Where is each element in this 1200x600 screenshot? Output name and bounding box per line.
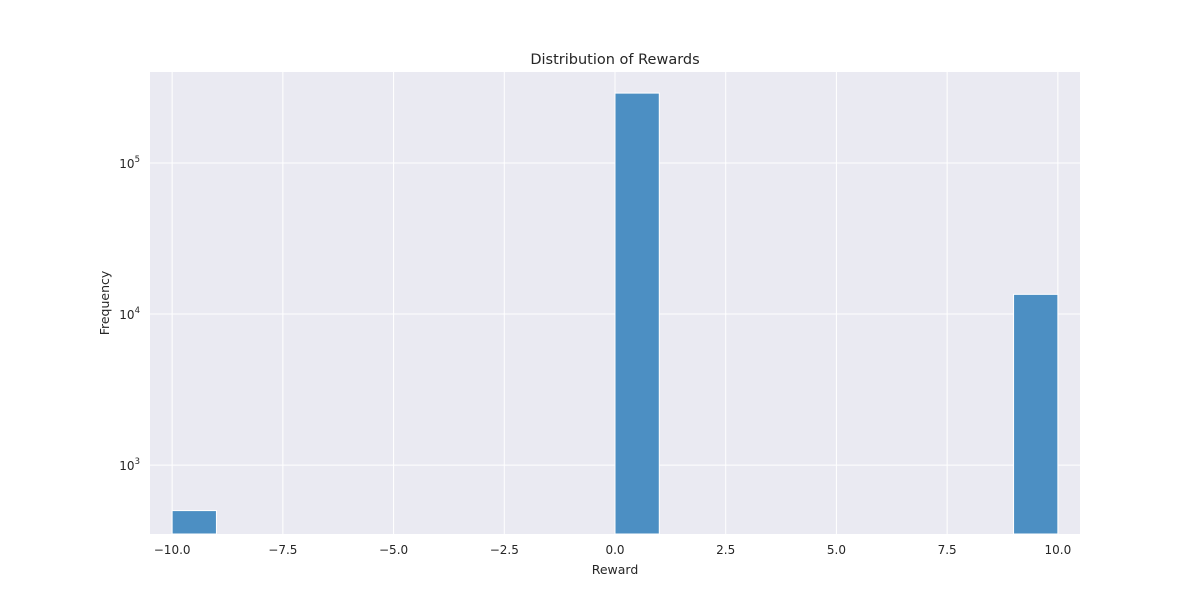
histogram-bar <box>1013 293 1059 535</box>
x-tick-label: 0.0 <box>605 543 624 557</box>
y-tick-exponent: 5 <box>135 155 140 165</box>
y-tick-label: 103 <box>119 457 140 473</box>
y-tick-label: 104 <box>119 306 140 322</box>
histogram-bar <box>614 92 660 535</box>
y-axis-label: Frequency <box>97 270 112 335</box>
histogram-bar <box>171 510 217 535</box>
y-tick-exponent: 4 <box>135 306 140 316</box>
y-tick-base: 10 <box>119 459 134 473</box>
x-tick-label: −7.5 <box>268 543 297 557</box>
x-tick-label: 5.0 <box>827 543 846 557</box>
x-tick-label: −5.0 <box>379 543 408 557</box>
x-tick-label: −10.0 <box>154 543 191 557</box>
x-tick-label: −2.5 <box>490 543 519 557</box>
x-tick-label: 10.0 <box>1044 543 1071 557</box>
x-tick-labels: −10.0 −7.5 −5.0 −2.5 0.0 2.5 5.0 7.5 10.0 <box>154 543 1071 557</box>
chart-title: Distribution of Rewards <box>530 52 699 68</box>
y-tick-exponent: 3 <box>135 457 140 467</box>
x-axis-label: Reward <box>592 562 639 577</box>
x-tick-label: 7.5 <box>938 543 957 557</box>
y-tick-base: 10 <box>119 157 134 171</box>
bars <box>171 92 1059 535</box>
x-tick-label: 2.5 <box>716 543 735 557</box>
y-tick-label: 105 <box>119 155 140 171</box>
y-tick-base: 10 <box>119 308 134 322</box>
